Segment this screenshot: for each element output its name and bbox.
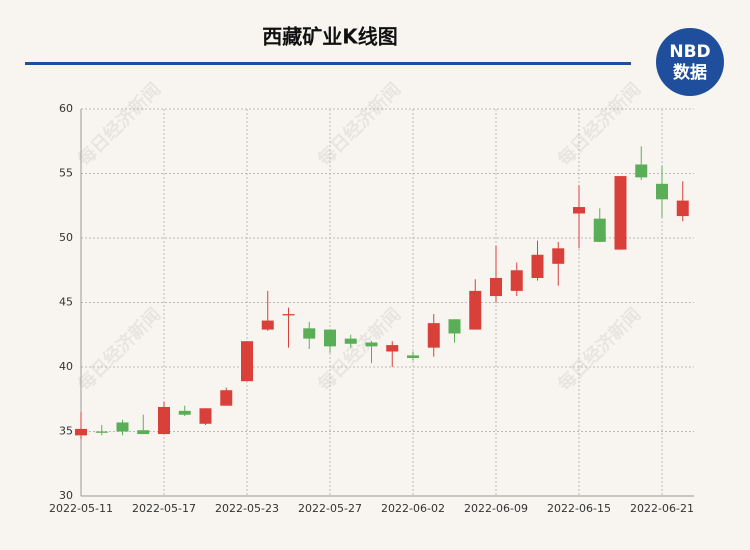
- y-tick-label: 45: [59, 296, 73, 309]
- candle-body: [635, 164, 648, 178]
- candle-body: [656, 183, 668, 200]
- x-tick-label: 2022-05-11: [49, 502, 113, 515]
- candle-body: [324, 329, 336, 347]
- candle-body: [448, 319, 461, 334]
- candle-body: [95, 431, 108, 433]
- candle-body: [282, 314, 295, 316]
- y-tick-label: 35: [59, 425, 73, 438]
- candle-body: [137, 430, 150, 435]
- candle-body: [593, 218, 606, 242]
- candle-body: [75, 428, 87, 436]
- x-tick-label: 2022-05-27: [298, 502, 362, 515]
- candle-body: [344, 338, 357, 344]
- candle-body: [178, 410, 191, 415]
- y-tick-label: 30: [59, 489, 73, 502]
- x-tick-label: 2022-06-21: [630, 502, 694, 515]
- candle-body: [303, 328, 316, 339]
- candle-body: [531, 254, 544, 278]
- candle-body: [552, 248, 565, 264]
- y-tick-label: 60: [59, 102, 73, 115]
- y-tick-label: 50: [59, 231, 73, 244]
- y-tick-label: 55: [59, 167, 73, 180]
- candle-body: [510, 270, 523, 291]
- candle-body: [407, 355, 419, 358]
- candle-body: [116, 422, 129, 432]
- logo: [656, 28, 724, 96]
- x-tick-label: 2022-05-17: [132, 502, 196, 515]
- candle-body: [490, 277, 502, 297]
- candle-body: [614, 176, 627, 250]
- x-tick-label: 2022-06-09: [464, 502, 528, 515]
- logo-text: 数据: [673, 62, 707, 83]
- candle-body: [386, 345, 399, 352]
- x-tick-label: 2022-06-15: [547, 502, 611, 515]
- candle-body: [158, 406, 170, 435]
- logo-text: NBD: [669, 42, 710, 62]
- x-tick-label: 2022-05-23: [215, 502, 279, 515]
- candle-body: [241, 341, 253, 382]
- x-tick-label: 2022-06-02: [381, 502, 445, 515]
- candle-body: [220, 390, 233, 406]
- candle-body: [427, 323, 440, 348]
- candle-body: [199, 408, 212, 424]
- candle-body: [676, 200, 689, 217]
- candle-body: [365, 342, 378, 347]
- title-rule: [25, 62, 631, 65]
- candle-body: [573, 207, 585, 214]
- y-tick-label: 40: [59, 360, 73, 373]
- chart-title: 西藏矿业K线图: [262, 25, 398, 49]
- candle-body: [261, 320, 274, 330]
- candle-body: [469, 290, 482, 330]
